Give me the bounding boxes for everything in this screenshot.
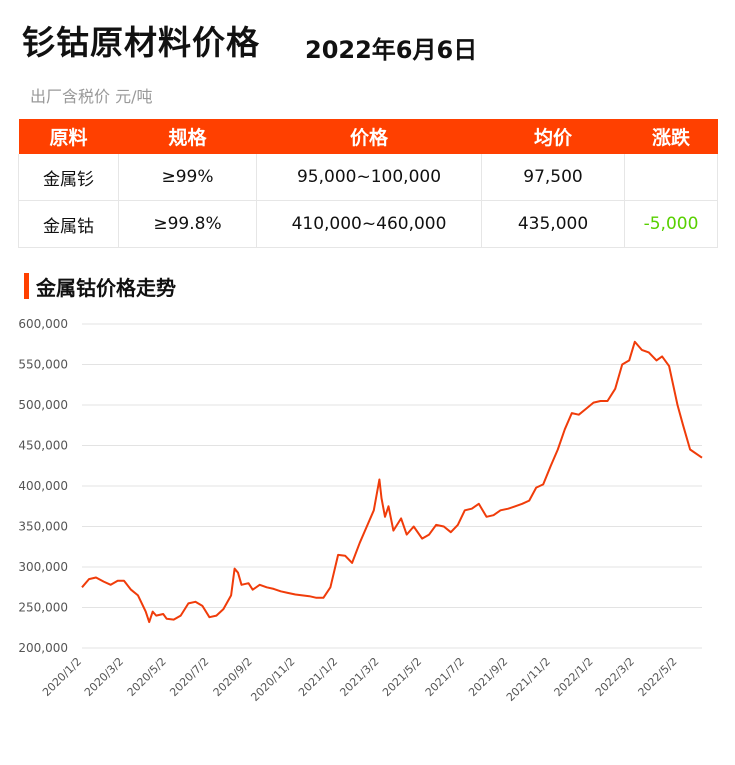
x-tick-label: 2020/7/2: [167, 655, 211, 699]
cell-change: -5,000: [624, 200, 718, 248]
y-tick-label: 500,000: [18, 398, 68, 412]
column-header-material: 原料: [18, 119, 119, 154]
y-tick-label: 550,000: [18, 358, 68, 372]
x-tick-label: 2021/7/2: [423, 655, 467, 699]
x-tick-label: 2020/9/2: [211, 655, 255, 699]
y-tick-label: 450,000: [18, 439, 68, 453]
cell-change: [624, 154, 718, 201]
cell-spec: ≥99.8%: [118, 200, 257, 248]
table-header-row: 原料 规格 价格 均价 涨跌: [18, 119, 718, 154]
cobalt-price-chart: 600,000 550,000 500,000 450,000 400,000 350,0…: [18, 317, 703, 704]
chart-section-title: 金属钴价格走势: [36, 275, 176, 300]
series-line: [81, 340, 703, 624]
cell-average: 97,500: [481, 154, 625, 201]
price-table: 原料 规格 价格 均价 涨跌 金属钐 ≥99% 95,000~100,000 9…: [18, 119, 718, 248]
x-tick-label: 2021/3/2: [337, 655, 381, 699]
column-header-price: 价格: [256, 119, 482, 154]
section-marker: [24, 273, 29, 299]
page-title: 钐钴原材料价格: [22, 23, 260, 62]
x-tick-label: 2021/1/2: [296, 655, 340, 699]
y-tick-label: 250,000: [18, 601, 68, 615]
cell-material: 金属钐: [18, 154, 119, 201]
cell-average: 435,000: [481, 200, 625, 248]
x-tick-label: 2021/5/2: [380, 655, 424, 699]
cell-price: 410,000~460,000: [256, 200, 482, 248]
column-header-change: 涨跌: [624, 119, 718, 154]
y-tick-label: 200,000: [18, 641, 68, 655]
x-tick-label: 2022/1/2: [552, 655, 596, 699]
unit-note: 出厂含税价 元/吨: [30, 87, 153, 106]
column-header-spec: 规格: [118, 119, 257, 154]
y-tick-label: 400,000: [18, 479, 68, 493]
x-tick-label: 2022/5/2: [636, 655, 680, 699]
table-row: 金属钴 ≥99.8% 410,000~460,000 435,000 -5,00…: [18, 200, 718, 248]
table-row: 金属钐 ≥99% 95,000~100,000 97,500: [18, 154, 718, 201]
x-tick-label: 2020/3/2: [82, 655, 126, 699]
cell-price: 95,000~100,000: [256, 154, 482, 201]
x-tick-label: 2020/5/2: [125, 655, 169, 699]
cell-spec: ≥99%: [118, 154, 257, 201]
x-tick-label: 2021/9/2: [466, 655, 510, 699]
y-tick-label: 300,000: [18, 560, 68, 574]
x-tick-label: 2020/11/2: [248, 655, 297, 704]
report-date: 2022年6月6日: [305, 36, 478, 64]
x-tick-label: 2020/1/2: [40, 655, 84, 699]
chart-section-header: 金属钴价格走势: [24, 273, 176, 300]
x-tick-label: 2021/11/2: [504, 655, 553, 704]
y-tick-label: 350,000: [18, 520, 68, 534]
cell-material: 金属钴: [18, 200, 119, 248]
column-header-average: 均价: [481, 119, 625, 154]
y-tick-label: 600,000: [18, 317, 68, 331]
x-tick-label: 2022/3/2: [593, 655, 637, 699]
